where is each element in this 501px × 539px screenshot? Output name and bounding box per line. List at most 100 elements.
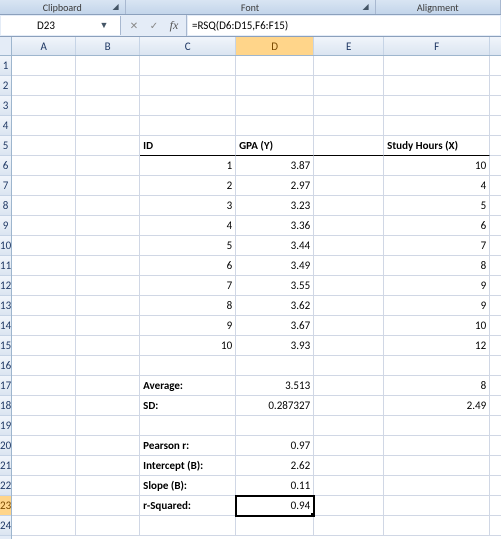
cell[interactable] — [140, 116, 236, 136]
row-header-15[interactable]: 15 — [0, 336, 11, 356]
cell[interactable] — [76, 296, 140, 316]
cell[interactable] — [76, 56, 140, 76]
cell[interactable] — [490, 236, 501, 256]
row-header-16[interactable]: 16 — [0, 356, 11, 376]
cell[interactable]: 3.513 — [236, 376, 314, 396]
fx-icon[interactable]: fx — [166, 18, 182, 34]
cell[interactable] — [384, 96, 490, 116]
cell[interactable] — [314, 296, 384, 316]
cell[interactable] — [314, 276, 384, 296]
cell[interactable] — [384, 416, 490, 436]
row-header-24[interactable]: 24 — [0, 516, 11, 536]
cell[interactable] — [236, 96, 314, 116]
cell[interactable] — [76, 456, 140, 476]
grid[interactable]: A B C D E F IDGPA (Y)Study Hours (X)13.8… — [12, 37, 501, 539]
cell[interactable] — [140, 56, 236, 76]
col-header-C[interactable]: C — [140, 37, 236, 55]
cell[interactable] — [12, 116, 76, 136]
cell[interactable] — [12, 316, 76, 336]
cell[interactable] — [140, 516, 236, 536]
cell[interactable] — [384, 456, 490, 476]
cell[interactable]: 7 — [140, 276, 236, 296]
cell[interactable] — [12, 396, 76, 416]
cell[interactable]: 1 — [140, 156, 236, 176]
col-header-G[interactable] — [490, 37, 501, 55]
row-header-19[interactable]: 19 — [0, 416, 11, 436]
cell[interactable] — [12, 216, 76, 236]
cell[interactable] — [140, 416, 236, 436]
cell[interactable]: GPA (Y) — [236, 136, 314, 156]
dialog-launcher-icon[interactable]: ◢ — [113, 2, 123, 12]
col-header-D[interactable]: D — [236, 37, 314, 55]
cell[interactable] — [314, 516, 384, 536]
cell[interactable] — [76, 376, 140, 396]
cell[interactable]: 8 — [140, 296, 236, 316]
cell[interactable] — [490, 336, 501, 356]
cell[interactable] — [76, 316, 140, 336]
cell[interactable] — [314, 96, 384, 116]
col-header-A[interactable]: A — [12, 37, 76, 55]
cell[interactable] — [490, 296, 501, 316]
cell[interactable] — [12, 516, 76, 536]
cell[interactable] — [236, 56, 314, 76]
chevron-down-icon[interactable]: ▼ — [97, 20, 111, 31]
cell[interactable]: 2.97 — [236, 176, 314, 196]
row-header-5[interactable]: 5 — [0, 136, 11, 156]
enter-icon[interactable]: ✓ — [146, 18, 162, 34]
cell[interactable] — [490, 96, 501, 116]
cell[interactable]: 10 — [140, 336, 236, 356]
cell[interactable]: 4 — [384, 176, 490, 196]
ribbon-group-font[interactable]: Font ◢ — [126, 0, 376, 14]
cell[interactable] — [76, 416, 140, 436]
row-header-13[interactable]: 13 — [0, 296, 11, 316]
cell[interactable] — [76, 436, 140, 456]
cell[interactable] — [12, 336, 76, 356]
row-header-4[interactable]: 4 — [0, 116, 11, 136]
cell[interactable] — [384, 496, 490, 516]
cell[interactable] — [140, 96, 236, 116]
cell[interactable] — [314, 356, 384, 376]
cell[interactable] — [12, 156, 76, 176]
cell[interactable] — [236, 116, 314, 136]
cell[interactable] — [12, 436, 76, 456]
cell[interactable] — [12, 356, 76, 376]
cell[interactable] — [76, 116, 140, 136]
cell[interactable]: Intercept (B): — [140, 456, 236, 476]
cell[interactable] — [490, 216, 501, 236]
cell[interactable]: 2.49 — [384, 396, 490, 416]
cell[interactable]: 3 — [140, 196, 236, 216]
cell[interactable] — [490, 496, 501, 516]
cell[interactable]: 12 — [384, 336, 490, 356]
cell[interactable] — [12, 196, 76, 216]
row-header-20[interactable]: 20 — [0, 436, 11, 456]
cell[interactable] — [236, 356, 314, 376]
cell[interactable] — [490, 356, 501, 376]
cell[interactable] — [490, 416, 501, 436]
cell[interactable]: 0.94 — [236, 496, 314, 516]
row-header-23[interactable]: 23 — [0, 496, 11, 516]
cell[interactable] — [314, 236, 384, 256]
cell[interactable] — [490, 276, 501, 296]
cell[interactable] — [490, 256, 501, 276]
cell[interactable] — [12, 236, 76, 256]
cell[interactable] — [314, 376, 384, 396]
cell[interactable]: 10 — [384, 316, 490, 336]
cell[interactable] — [314, 316, 384, 336]
cell[interactable]: 3.49 — [236, 256, 314, 276]
cell[interactable] — [384, 116, 490, 136]
cell[interactable] — [384, 476, 490, 496]
cell[interactable] — [12, 496, 76, 516]
row-header-6[interactable]: 6 — [0, 156, 11, 176]
cell[interactable] — [490, 516, 501, 536]
cell[interactable] — [76, 156, 140, 176]
cell[interactable] — [490, 76, 501, 96]
ribbon-group-clipboard[interactable]: Clipboard ◢ — [0, 0, 126, 14]
row-header-21[interactable]: 21 — [0, 456, 11, 476]
formula-bar-input[interactable]: =RSQ(D6:D15,F6:F15) — [188, 16, 500, 35]
cell[interactable]: 2 — [140, 176, 236, 196]
cell[interactable]: Study Hours (X) — [384, 136, 490, 156]
cell[interactable] — [236, 516, 314, 536]
cell[interactable] — [76, 176, 140, 196]
cell[interactable] — [12, 176, 76, 196]
cell[interactable] — [76, 96, 140, 116]
